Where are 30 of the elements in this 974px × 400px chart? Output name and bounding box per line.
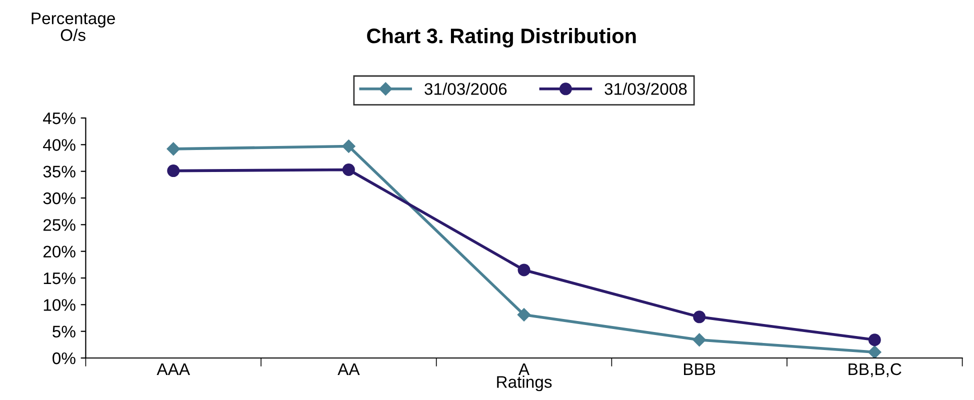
point — [868, 346, 882, 358]
point — [166, 142, 180, 156]
x-tick-label: BBB — [684, 363, 716, 375]
point — [692, 333, 706, 346]
y-tick-label: 45% — [43, 112, 76, 124]
point — [342, 163, 355, 176]
point — [693, 310, 706, 324]
y-tick-label: 5% — [52, 326, 76, 338]
x-tick-label: AAA — [156, 363, 190, 375]
point — [167, 164, 180, 178]
x-tick-label: AA — [338, 363, 360, 375]
legend-label: 31/03/2006 — [424, 82, 507, 95]
point — [868, 334, 881, 346]
x-tick-label: A — [518, 363, 530, 375]
x-tick-label: BB,B,C — [848, 363, 902, 378]
y-tick-label: 30% — [43, 192, 76, 204]
legend-label: 31/03/2008 — [604, 82, 687, 95]
y-tick-label: 0% — [52, 352, 76, 364]
point — [342, 140, 356, 153]
y-tick-label: 25% — [43, 219, 76, 231]
y-tick-label: 20% — [43, 246, 76, 258]
y-tick-label: 35% — [43, 166, 76, 178]
point — [518, 264, 530, 276]
y-tick-label: 40% — [43, 139, 76, 151]
y-axis-title: Percentage O/s — [32, 12, 115, 41]
y-tick-label: 15% — [44, 272, 76, 284]
y-tick-label: 10% — [44, 299, 76, 311]
point — [517, 308, 531, 322]
x-axis-title: Ratings — [497, 376, 552, 392]
chart-title: Chart 3. Rating Distribution — [367, 28, 636, 48]
